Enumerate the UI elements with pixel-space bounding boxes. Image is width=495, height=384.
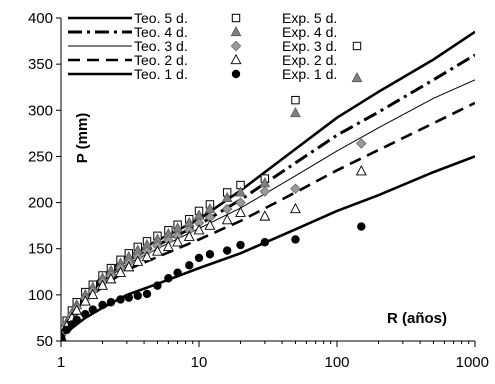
- legend-label: Teo. 5 d.: [134, 10, 188, 26]
- legend-marker: [230, 25, 242, 37]
- series-4: [61, 155, 475, 338]
- data-point: [290, 202, 301, 214]
- series-line: [61, 53, 475, 338]
- legend-label: Teo. 1 d.: [134, 66, 188, 82]
- legend-label: Exp. 4 d.: [282, 24, 337, 40]
- legend-marker: [352, 41, 362, 51]
- data-point: [132, 255, 144, 266]
- series-line: [61, 155, 475, 338]
- legend-label: Teo. 3 d.: [134, 38, 188, 54]
- data-point: [142, 289, 152, 299]
- y-tick-label: 150: [28, 241, 53, 258]
- data-point: [79, 295, 91, 306]
- y-tick-label: 200: [28, 195, 53, 212]
- data-point: [164, 274, 173, 283]
- data-point: [98, 300, 107, 310]
- data-point: [71, 304, 83, 315]
- data-point: [205, 250, 215, 259]
- data-point: [173, 268, 182, 277]
- data-point: [193, 224, 205, 235]
- series-2: [61, 79, 475, 337]
- data-point: [105, 273, 117, 284]
- legend-label: Teo. 2 d.: [134, 52, 188, 68]
- data-point: [221, 191, 233, 203]
- legend-label: Teo. 4 d.: [134, 24, 188, 40]
- legend-label: Exp. 5 d.: [282, 10, 337, 26]
- data-point: [183, 230, 195, 241]
- y-tick-label: 350: [28, 56, 53, 73]
- legend-marker: [231, 69, 241, 79]
- data-point: [116, 295, 125, 304]
- data-point: [236, 240, 245, 250]
- legend-label: Exp. 2 d.: [282, 52, 337, 68]
- y-tick-label: 50: [36, 333, 53, 350]
- data-point: [221, 203, 233, 215]
- data-point: [162, 240, 174, 252]
- data-point: [204, 219, 216, 230]
- data-point: [356, 138, 367, 149]
- legend-marker: [351, 71, 363, 83]
- y-tick-label: 250: [28, 148, 53, 165]
- series-6: [61, 106, 301, 340]
- data-point: [87, 288, 99, 300]
- chart-marks: [61, 30, 475, 341]
- data-point: [221, 213, 233, 225]
- series-1: [61, 53, 475, 338]
- x-axis-label: R (años): [387, 310, 447, 327]
- y-tick-label: 100: [28, 287, 53, 304]
- data-point: [260, 238, 270, 247]
- data-point: [290, 183, 301, 194]
- x-tick-label: 100: [324, 354, 349, 371]
- data-point: [259, 210, 271, 221]
- data-point: [61, 333, 66, 341]
- data-point: [72, 315, 81, 324]
- x-tick-label: 1000: [456, 354, 489, 371]
- legend-label: Exp. 1 d.: [282, 66, 337, 82]
- series-7: [61, 138, 367, 341]
- data-point: [259, 186, 271, 197]
- data-point: [152, 245, 163, 256]
- x-tick-label: 10: [191, 354, 208, 371]
- data-point: [185, 261, 194, 270]
- y-axis-label: P (mm): [74, 113, 91, 164]
- data-point: [88, 305, 98, 314]
- data-point: [141, 250, 153, 262]
- data-point: [235, 186, 246, 197]
- data-point: [291, 235, 300, 244]
- axes: 50 100 150 200 250 300 350 400 1 10 100 1000: [28, 10, 489, 371]
- data-point: [106, 298, 116, 307]
- data-point: [133, 291, 142, 300]
- data-point: [62, 325, 71, 335]
- legend-marker: [230, 53, 242, 65]
- data-point: [290, 106, 301, 118]
- x-tick-label: 1: [57, 354, 65, 371]
- data-point: [172, 236, 184, 247]
- data-point: [115, 266, 126, 277]
- data-point: [235, 206, 246, 217]
- data-point: [153, 281, 162, 290]
- series-9: [61, 222, 366, 341]
- data-point: [124, 293, 134, 302]
- data-point: [357, 222, 366, 231]
- data-point: [355, 165, 367, 176]
- data-point: [81, 310, 90, 319]
- data-point: [123, 261, 135, 272]
- data-point: [291, 95, 300, 105]
- y-tick-label: 400: [28, 10, 53, 27]
- legend-marker: [230, 40, 242, 52]
- legend-marker: [231, 13, 241, 23]
- data-point: [97, 279, 108, 290]
- series-line: [61, 79, 475, 337]
- data-point: [222, 246, 232, 255]
- data-point: [194, 253, 204, 263]
- legend-label: Exp. 3 d.: [282, 38, 337, 54]
- y-tick-label: 300: [28, 102, 53, 119]
- legend: Teo. 5 d.Teo. 4 d.Teo. 3 d.Teo. 2 d.Teo.…: [68, 10, 363, 83]
